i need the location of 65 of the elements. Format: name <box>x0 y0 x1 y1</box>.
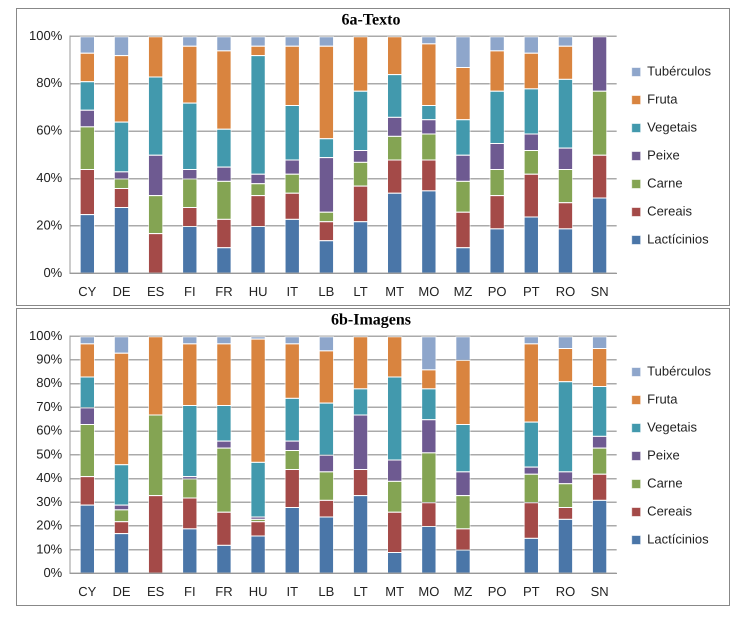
y-tick-label: 40% <box>36 170 63 186</box>
x-tick-label: LB <box>318 584 334 599</box>
x-tick-label: MO <box>418 284 440 299</box>
legend-label: Fruta <box>647 392 678 407</box>
legend-label: Tubérculos <box>647 64 712 79</box>
x-tick-label: LT <box>353 584 368 599</box>
legend-label: Vegetais <box>647 420 698 435</box>
y-tick-label: 60% <box>36 422 63 438</box>
x-tick-label: HU <box>248 284 268 299</box>
x-tick-label: CY <box>78 284 97 299</box>
x-tick-label: MT <box>385 284 404 299</box>
legend-label: Lactícinios <box>647 232 710 247</box>
y-tick-label: 0% <box>43 264 63 280</box>
y-tick-label: 80% <box>36 75 63 90</box>
y-tick-label: 50% <box>36 446 63 462</box>
legend-label: Tubérculos <box>647 364 712 379</box>
x-tick-label: LB <box>318 284 334 299</box>
x-tick-label: SN <box>590 584 609 599</box>
x-tick-label: HU <box>248 584 268 599</box>
x-tick-label: PT <box>522 284 540 299</box>
y-tick-label: 90% <box>36 352 63 366</box>
y-tick-label: 10% <box>36 541 63 556</box>
legend-label: Vegetais <box>647 120 698 135</box>
legend-label: Carne <box>647 176 683 191</box>
x-tick-label: RO <box>556 584 576 599</box>
y-tick-label: 20% <box>36 218 63 233</box>
x-tick-label: ES <box>146 584 165 599</box>
y-tick-label: 20% <box>36 518 63 533</box>
x-tick-label: FI <box>184 584 196 599</box>
x-tick-label: PO <box>488 584 507 599</box>
y-tick-label: 70% <box>36 398 63 414</box>
legend-label: Peixe <box>647 448 680 463</box>
legend-label: Lactícinios <box>647 532 710 547</box>
chart-title: 6a-Texto <box>342 12 400 29</box>
y-tick-label: 0% <box>43 564 63 580</box>
x-tick-label: FR <box>215 584 233 599</box>
x-tick-label: DE <box>112 584 131 599</box>
legend-label: Peixe <box>647 148 680 163</box>
x-tick-label: PT <box>522 584 540 599</box>
legend-label: Fruta <box>647 92 678 107</box>
y-tick-label: 80% <box>36 375 63 390</box>
x-tick-label: MZ <box>454 284 472 299</box>
y-tick-label: 100% <box>29 328 63 343</box>
x-tick-label: LT <box>353 284 368 299</box>
x-tick-label: RO <box>556 284 576 299</box>
x-tick-label: IT <box>286 284 298 299</box>
x-tick-label: SN <box>590 284 609 299</box>
x-tick-label: FI <box>184 284 196 299</box>
legend-label: Cereais <box>647 504 692 519</box>
x-tick-label: FR <box>215 284 233 299</box>
x-tick-label: MT <box>385 584 404 599</box>
x-tick-label: DE <box>112 284 131 299</box>
x-tick-label: MZ <box>454 584 472 599</box>
x-tick-label: ES <box>146 284 165 299</box>
legend-label: Carne <box>647 476 683 491</box>
y-tick-label: 30% <box>36 494 63 509</box>
x-tick-label: MO <box>418 584 440 599</box>
chart-title: 6b-Imagens <box>330 312 412 329</box>
x-tick-label: PO <box>488 284 507 299</box>
x-tick-label: CY <box>78 584 97 599</box>
legend-label: Cereais <box>647 204 692 219</box>
y-tick-label: 60% <box>36 122 63 138</box>
y-tick-label: 40% <box>36 470 63 486</box>
x-tick-label: IT <box>286 584 298 599</box>
y-tick-label: 100% <box>29 28 63 43</box>
